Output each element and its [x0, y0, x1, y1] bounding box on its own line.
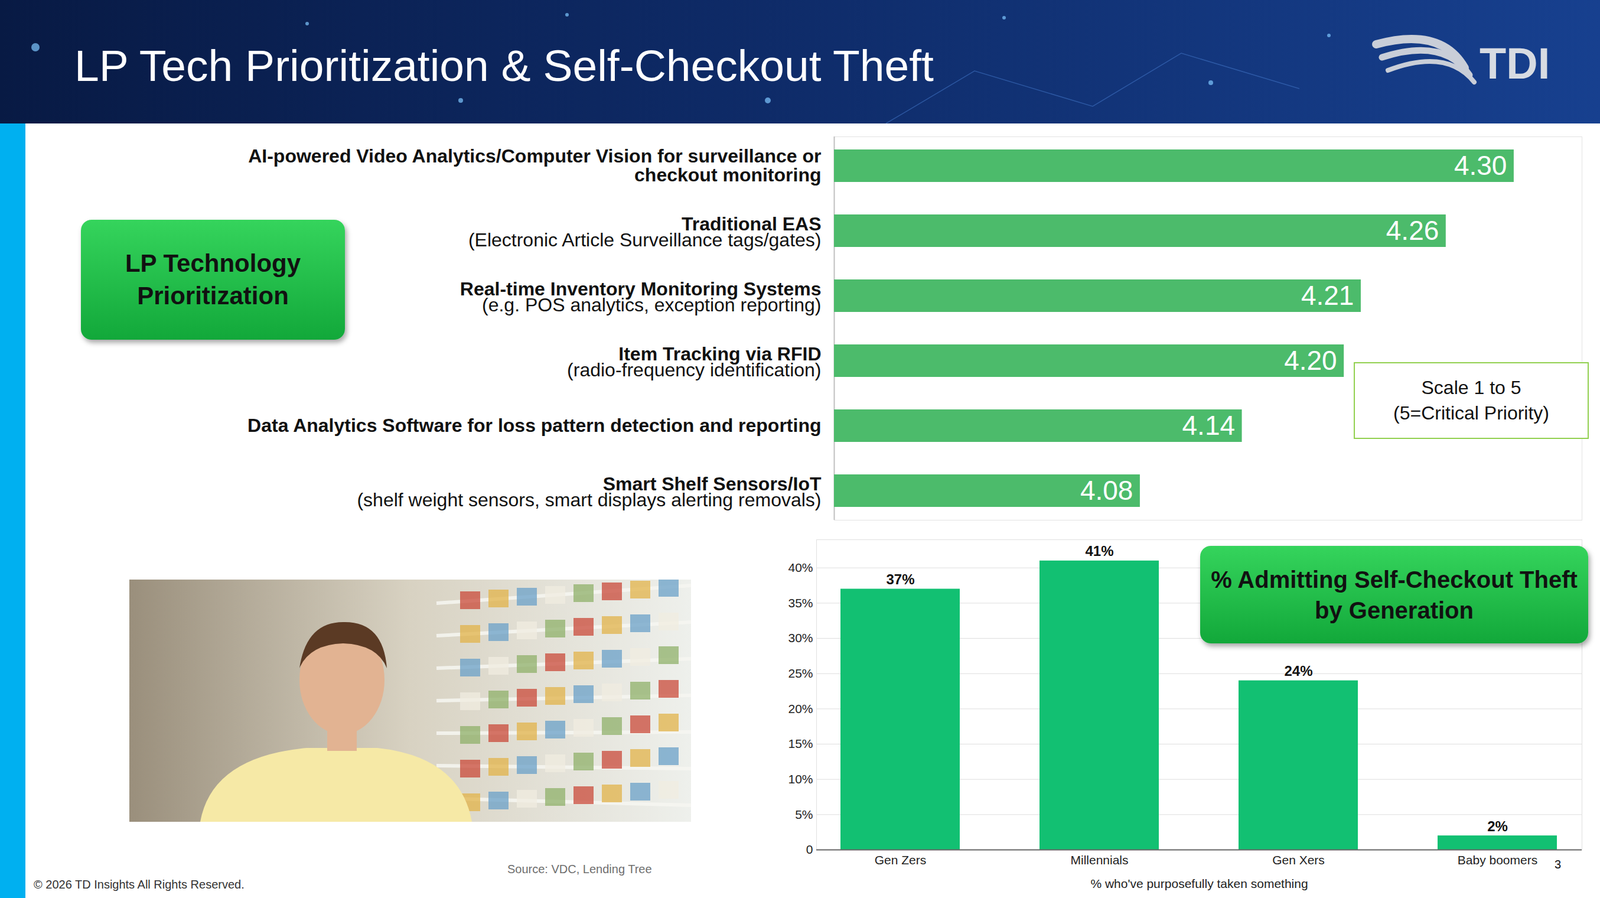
- svg-text:Gen Zers: Gen Zers: [874, 852, 927, 867]
- svg-text:37%: 37%: [885, 571, 915, 588]
- svg-text:AI-powered Video Analytics/Com: AI-powered Video Analytics/Computer Visi…: [248, 145, 821, 186]
- svg-text:Data Analytics Software for lo: Data Analytics Software for loss pattern…: [247, 414, 821, 436]
- svg-text:Item Tracking via RFID: Item Tracking via RFID: [618, 343, 822, 365]
- html-text:© 2026 TD Insights All Rights: © 2026 TD Insights All Rights Reserved.: [33, 877, 245, 891]
- svg-text:30%: 30%: [787, 630, 813, 645]
- svg-text:Baby boomers: Baby boomers: [1457, 852, 1538, 867]
- svg-text:41%: 41%: [1084, 542, 1114, 559]
- svg-text:% who've purposefully taken so: % who've purposefully taken something: [1090, 876, 1308, 891]
- svg-text:Millennials: Millennials: [1070, 852, 1129, 867]
- svg-text:4.20: 4.20: [1284, 344, 1338, 376]
- svg-text:15%: 15%: [787, 736, 813, 751]
- svg-text:10%: 10%: [787, 771, 813, 786]
- svg-text:20%: 20%: [787, 701, 813, 716]
- svg-text:2%: 2%: [1487, 818, 1508, 834]
- svg-text:4.21: 4.21: [1301, 279, 1355, 311]
- svg-text:TDI: TDI: [1479, 38, 1550, 89]
- html-text:3: 3: [1554, 857, 1562, 871]
- svg-text:(e.g. POS analytics, exception: (e.g. POS analytics, exception reporting…: [481, 294, 822, 316]
- html-text:% Admitting Self-Checkout Thef: % Admitting Self-Checkout Theft by Gener…: [1210, 566, 1578, 623]
- svg-text:Smart Shelf Sensors/IoT: Smart Shelf Sensors/IoT: [602, 473, 822, 495]
- svg-text:25%: 25%: [787, 666, 813, 680]
- html-text:LP Technology Prioritization: LP Technology Prioritization: [125, 249, 301, 310]
- svg-text:4.14: 4.14: [1182, 409, 1236, 441]
- svg-text:35%: 35%: [787, 595, 813, 610]
- svg-text:Gen Xers: Gen Xers: [1272, 852, 1325, 867]
- svg-text:Real-time Inventory Monitoring: Real-time Inventory Monitoring Systems: [459, 278, 822, 300]
- html-text:Source: VDC, Lending Tree: Source: VDC, Lending Tree: [507, 862, 652, 876]
- svg-text:(radio-frequency identificatio: (radio-frequency identification): [566, 359, 821, 381]
- svg-text:Traditional EAS: Traditional EAS: [681, 213, 822, 235]
- svg-text:0: 0: [806, 842, 814, 856]
- svg-text:4.26: 4.26: [1386, 214, 1440, 246]
- html-text:(5=Critical Priority): (5=Critical Priority): [1393, 402, 1550, 424]
- svg-text:4.30: 4.30: [1454, 150, 1508, 181]
- svg-text:(Electronic Article Surveillan: (Electronic Article Surveillance tags/ga…: [468, 229, 822, 251]
- svg-text:40%: 40%: [787, 560, 813, 575]
- html-text:Scale 1 to 5: Scale 1 to 5: [1421, 376, 1522, 398]
- svg-text:(shelf weight sensors, smart d: (shelf weight sensors, smart displays al…: [356, 489, 821, 511]
- svg-text:24%: 24%: [1284, 662, 1313, 679]
- svg-text:4.08: 4.08: [1080, 474, 1134, 506]
- svg-text:5%: 5%: [794, 807, 813, 821]
- html-text:LP Tech Prioritization & Self-: LP Tech Prioritization & Self-Checkout T…: [74, 40, 934, 91]
